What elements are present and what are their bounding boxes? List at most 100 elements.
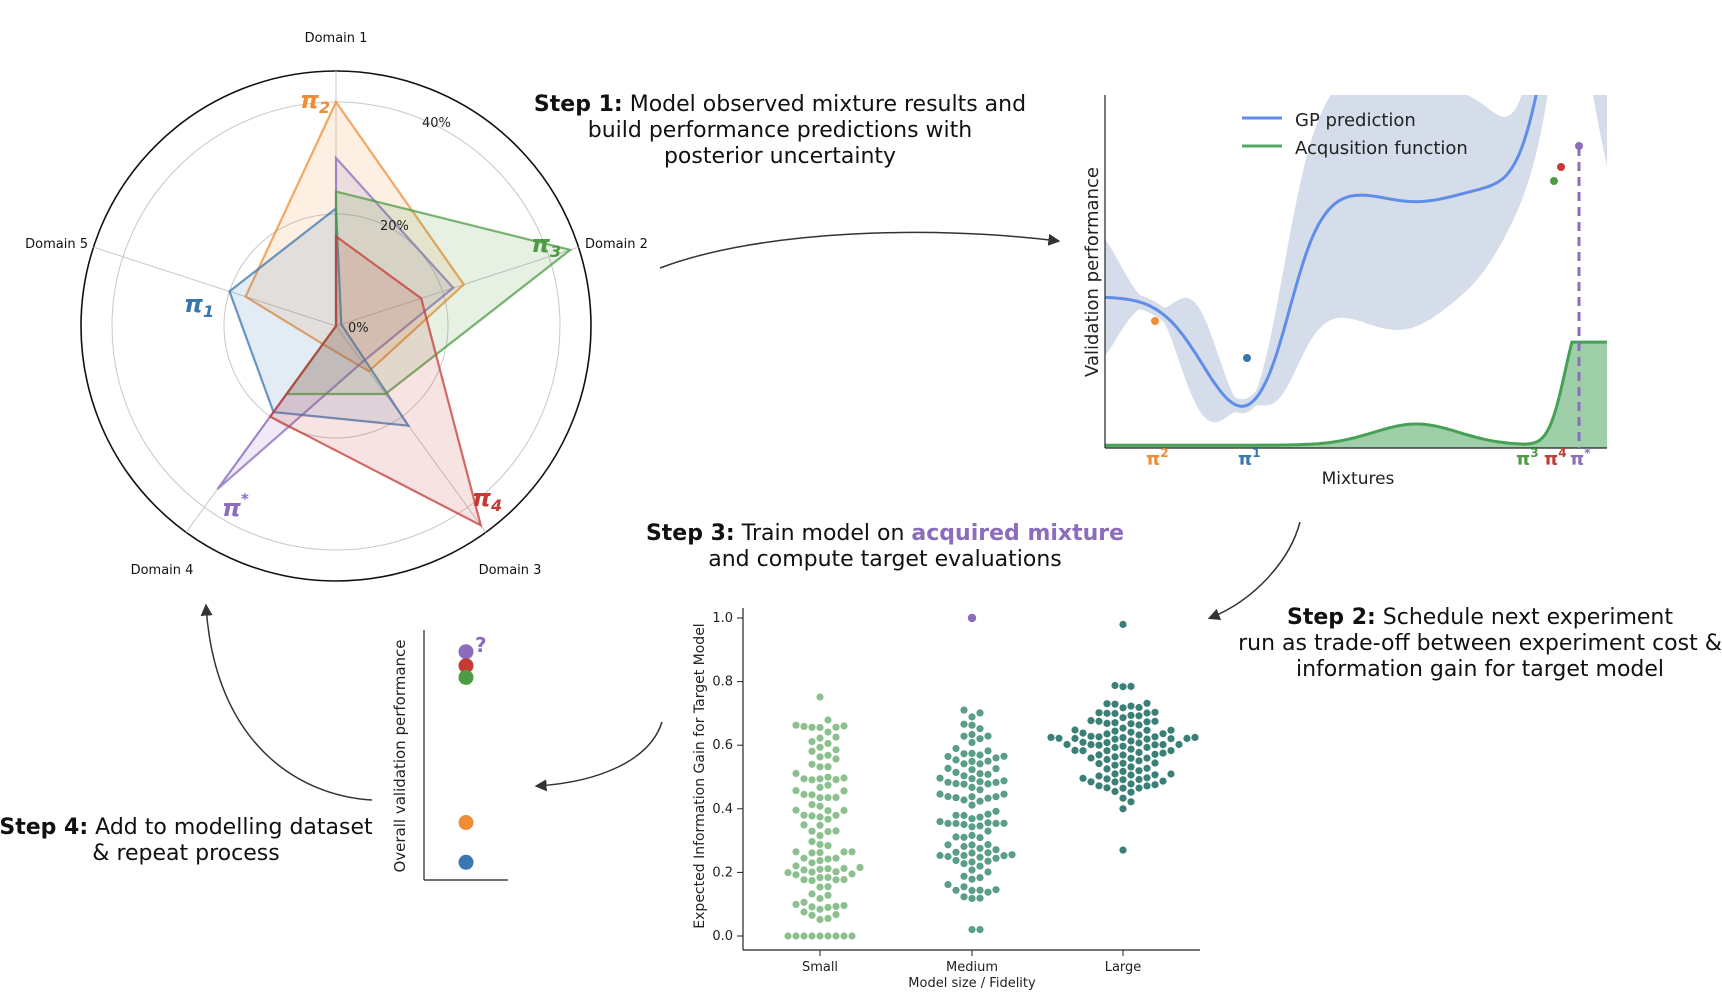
- swarm-dot: [816, 848, 824, 857]
- swarm-dot: [1151, 771, 1159, 779]
- swarm-dot: [944, 764, 952, 773]
- swarm-dot: [816, 832, 824, 840]
- swarm-dot: [832, 723, 840, 731]
- swarm-dot: [832, 902, 840, 911]
- swarm-dot: [832, 733, 840, 741]
- swarm-dot: [1111, 681, 1119, 690]
- gp-point-pi1: [1243, 354, 1251, 362]
- swarm-dot: [1008, 851, 1016, 859]
- swarm-dot: [1127, 711, 1135, 720]
- swarm-dot: [1119, 846, 1127, 854]
- swarm-dot: [840, 932, 848, 940]
- swarm-dot: [960, 706, 968, 714]
- swarm-dot: [1111, 709, 1119, 718]
- swarm-dot: [968, 849, 976, 857]
- swarm-dot: [808, 776, 816, 784]
- swarm-dot: [984, 857, 992, 865]
- validation-point-pi4: [458, 658, 474, 674]
- step2-text: Step 2: Schedule next experiment run as …: [1238, 605, 1722, 682]
- swarm-dot: [952, 819, 960, 828]
- swarm-dot: [1119, 683, 1127, 691]
- swarm-dot: [816, 915, 824, 924]
- swarm-dot: [848, 932, 856, 940]
- swarm-dot: [824, 842, 832, 850]
- swarm-dot: [1135, 767, 1143, 775]
- gp-point-pi2: [1151, 317, 1159, 325]
- gp-point-pi3: [1550, 177, 1558, 185]
- swarm-dot: [960, 893, 968, 901]
- swarm-dot: [968, 894, 976, 903]
- swarm-dot: [976, 886, 984, 894]
- swarm-dot: [976, 844, 984, 852]
- swarm-dot: [1063, 740, 1071, 749]
- swarm-dot: [984, 868, 992, 876]
- swarm-dot: [1143, 774, 1151, 782]
- swarm-dot: [800, 790, 808, 799]
- swarm-dot: [816, 783, 824, 792]
- swarm-dot: [808, 738, 816, 746]
- swarm-dot: [1103, 709, 1111, 717]
- swarm-dot: [824, 865, 832, 873]
- swarm-dot: [832, 827, 840, 835]
- swarm-dot: [1087, 741, 1095, 749]
- radar-polygon-pi4: [268, 234, 483, 528]
- swarm-dot: [1119, 784, 1127, 792]
- swarm-dot: [984, 819, 992, 827]
- validation-y-label: Overall validation performance: [391, 639, 409, 872]
- swarm-dot: [1143, 735, 1151, 743]
- swarm-dot: [1103, 784, 1111, 792]
- radar-tick-0: 0%: [348, 321, 369, 336]
- swarm-dot: [968, 875, 976, 883]
- swarm-dot: [824, 716, 832, 724]
- swarm-dot: [1143, 764, 1151, 772]
- radar-label-pi2: π2: [300, 86, 330, 117]
- swarm-dot: [816, 821, 824, 829]
- swarm-dot: [952, 794, 960, 802]
- swarm-dot: [800, 876, 808, 884]
- swarm-dot: [984, 841, 992, 849]
- swarm-dot: [808, 723, 816, 731]
- swarm-dot: [968, 793, 976, 801]
- swarm-dot: [968, 823, 976, 831]
- swarm-dot: [1175, 740, 1183, 749]
- radar-spoke-2: [335, 246, 579, 327]
- swarm-dot: [1095, 709, 1103, 717]
- legend-acq-label: Acqusition function: [1295, 138, 1468, 159]
- gp-point-pi4: [1557, 163, 1565, 171]
- swarm-dot: [1127, 788, 1135, 796]
- swarm-dot: [976, 778, 984, 786]
- swarm-dot: [800, 908, 808, 916]
- swarm-dot: [944, 778, 952, 786]
- swarm-dot: [992, 807, 1000, 815]
- swarm-dot: [792, 787, 800, 795]
- swarm-dot: [968, 730, 976, 739]
- swarm-dot: [808, 877, 816, 885]
- swarm-dot: [1103, 719, 1111, 728]
- swarm-dot: [832, 746, 840, 754]
- swarm-dot: [968, 801, 976, 809]
- swarm-dot: [952, 768, 960, 777]
- swarm-dot: [1143, 782, 1151, 790]
- swarm-dot: [1103, 775, 1111, 783]
- swarm-dot: [984, 810, 992, 818]
- swarm-dot: [840, 806, 848, 815]
- swarm-dot: [1135, 775, 1143, 784]
- swarm-dot: [1191, 733, 1199, 742]
- arrow-step2: [1207, 521, 1301, 620]
- swarm-dot: [1055, 734, 1063, 742]
- swarm-dot: [1111, 727, 1119, 735]
- swarm-dot: [1111, 753, 1119, 761]
- swarm-dot: [976, 786, 984, 794]
- swarm-dot: [984, 757, 992, 765]
- swarm-dot: [1047, 733, 1055, 742]
- swarm-dot: [800, 775, 808, 783]
- swarm-dot: [1111, 761, 1119, 769]
- swarm-xtick-label: Small: [802, 960, 838, 975]
- swarm-dot: [1127, 728, 1135, 736]
- swarm-dot: [816, 894, 824, 903]
- gp-marker-pi4: π4: [1544, 446, 1567, 470]
- swarm-dot: [824, 781, 832, 789]
- swarm-dot: [960, 732, 968, 740]
- swarm-dot: [1087, 732, 1095, 740]
- swarm-dot: [960, 851, 968, 860]
